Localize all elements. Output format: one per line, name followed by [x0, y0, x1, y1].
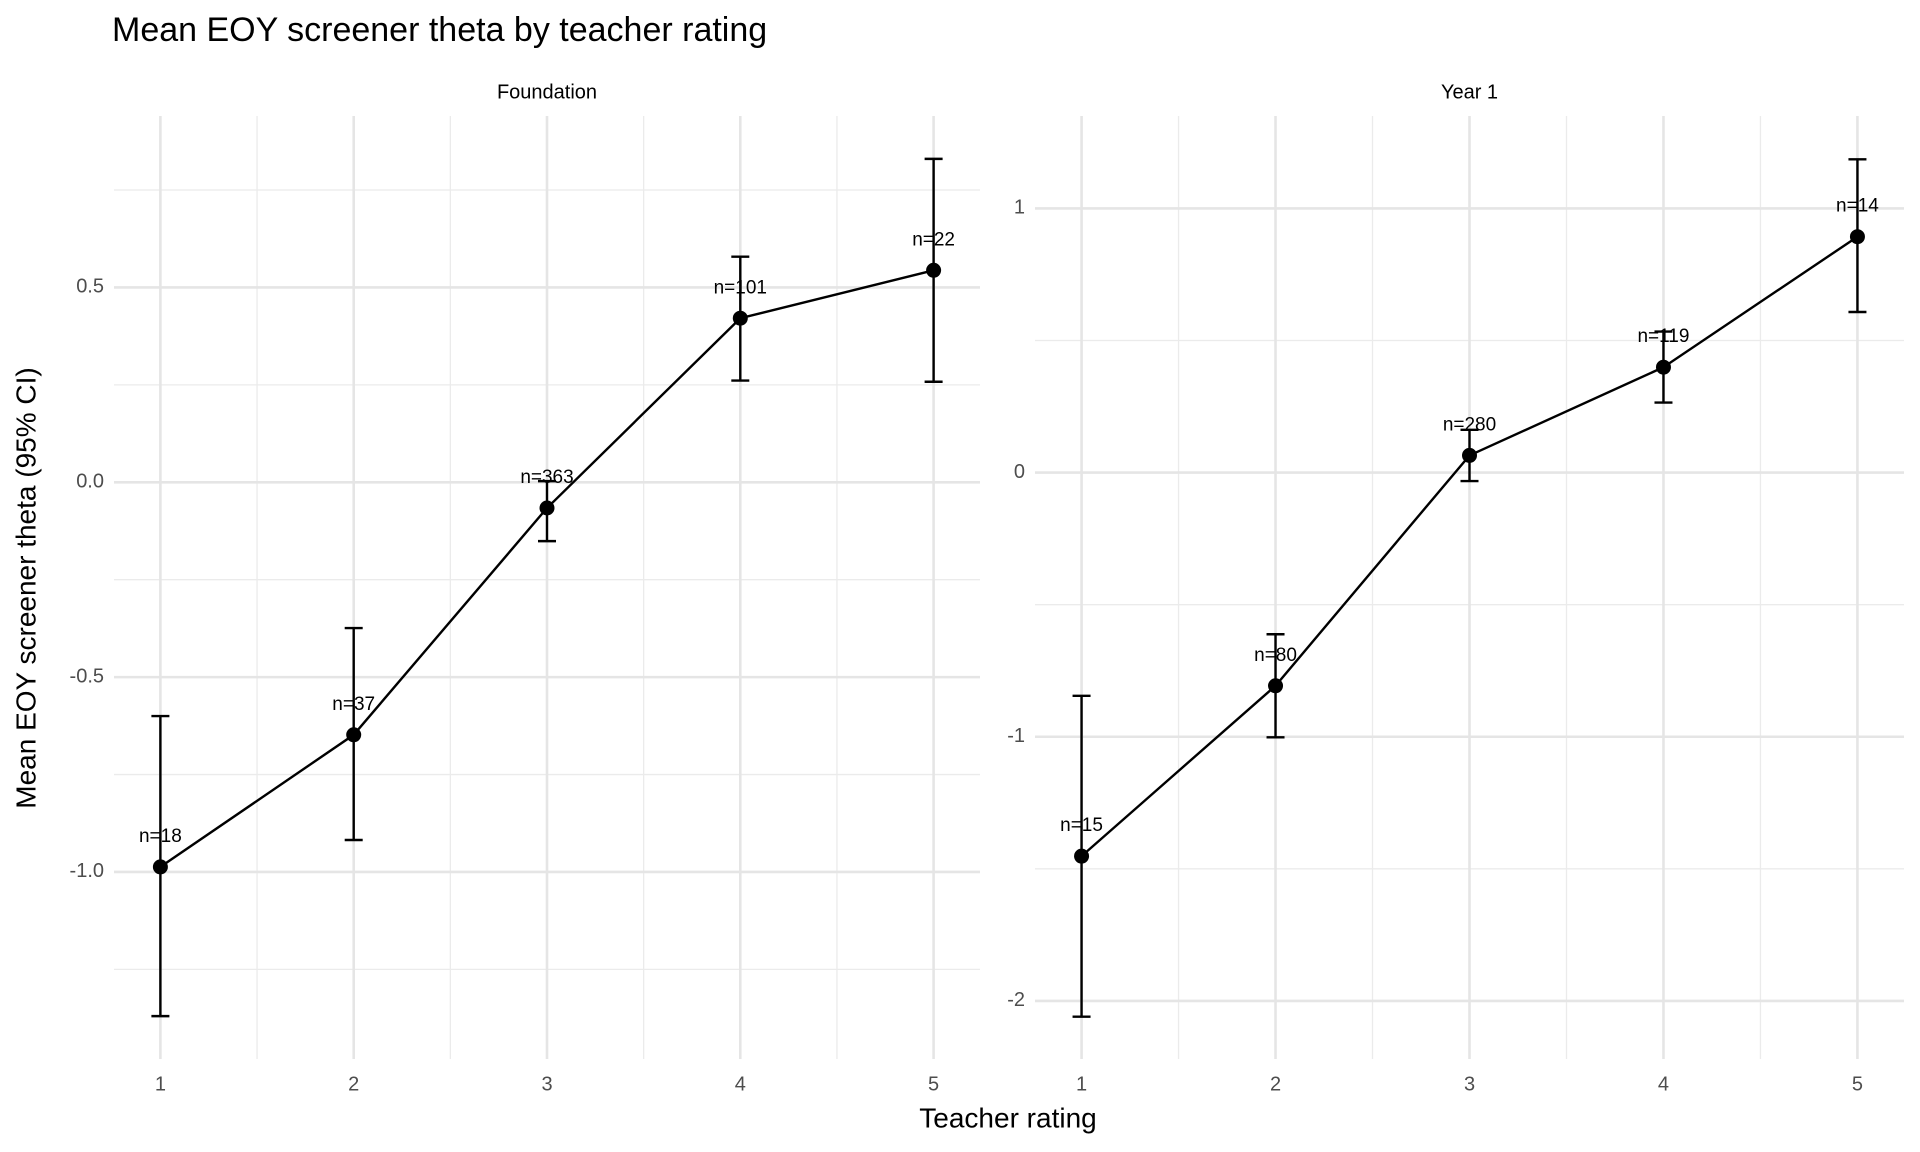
panel-title: Year 1 — [1441, 81, 1498, 103]
point — [152, 859, 168, 875]
panel-title: Foundation — [497, 81, 597, 103]
point — [1268, 678, 1284, 694]
x-tick-label: 2 — [1270, 1073, 1281, 1095]
y-tick-label: -1 — [1007, 725, 1025, 747]
annotation: n=119 — [1637, 326, 1689, 347]
x-tick-label: 5 — [1852, 1073, 1863, 1095]
annotation: n=363 — [520, 467, 573, 488]
y-tick-label: 0.0 — [76, 471, 104, 493]
y-axis-label: Mean EOY screener theta (95% CI) — [10, 367, 41, 808]
point — [732, 310, 748, 326]
y-tick-label: 0 — [1014, 461, 1025, 483]
x-axis-label: Teacher rating — [919, 1102, 1096, 1133]
y-tick-label: 0.5 — [76, 276, 104, 298]
annotation: n=101 — [714, 277, 767, 298]
point — [1849, 229, 1865, 245]
point — [1655, 359, 1671, 375]
annotation: n=80 — [1254, 645, 1297, 666]
annotation: n=280 — [1443, 414, 1496, 435]
annotation: n=37 — [332, 694, 375, 715]
x-tick-label: 3 — [1464, 1073, 1475, 1095]
point — [346, 727, 362, 743]
x-tick-label: 2 — [348, 1073, 359, 1095]
y-tick-label: 1 — [1014, 197, 1025, 219]
chart-title: Mean EOY screener theta by teacher ratin… — [112, 11, 767, 49]
annotation: n=18 — [139, 826, 182, 847]
x-tick-label: 3 — [541, 1073, 552, 1095]
x-tick-label: 4 — [735, 1073, 746, 1095]
y-tick-label: -0.5 — [70, 665, 104, 687]
y-tick-label: -2 — [1007, 989, 1025, 1011]
x-tick-label: 1 — [155, 1073, 166, 1095]
y-tick-label: -1.0 — [70, 860, 104, 882]
point — [539, 500, 555, 516]
x-tick-label: 1 — [1076, 1073, 1087, 1095]
x-tick-label: 4 — [1658, 1073, 1669, 1095]
point — [1462, 447, 1477, 463]
point — [926, 262, 942, 278]
point — [1074, 848, 1090, 864]
annotation: n=22 — [912, 229, 955, 250]
annotation: n=14 — [1836, 196, 1879, 217]
x-tick-label: 5 — [928, 1073, 939, 1095]
annotation: n=15 — [1060, 815, 1103, 836]
